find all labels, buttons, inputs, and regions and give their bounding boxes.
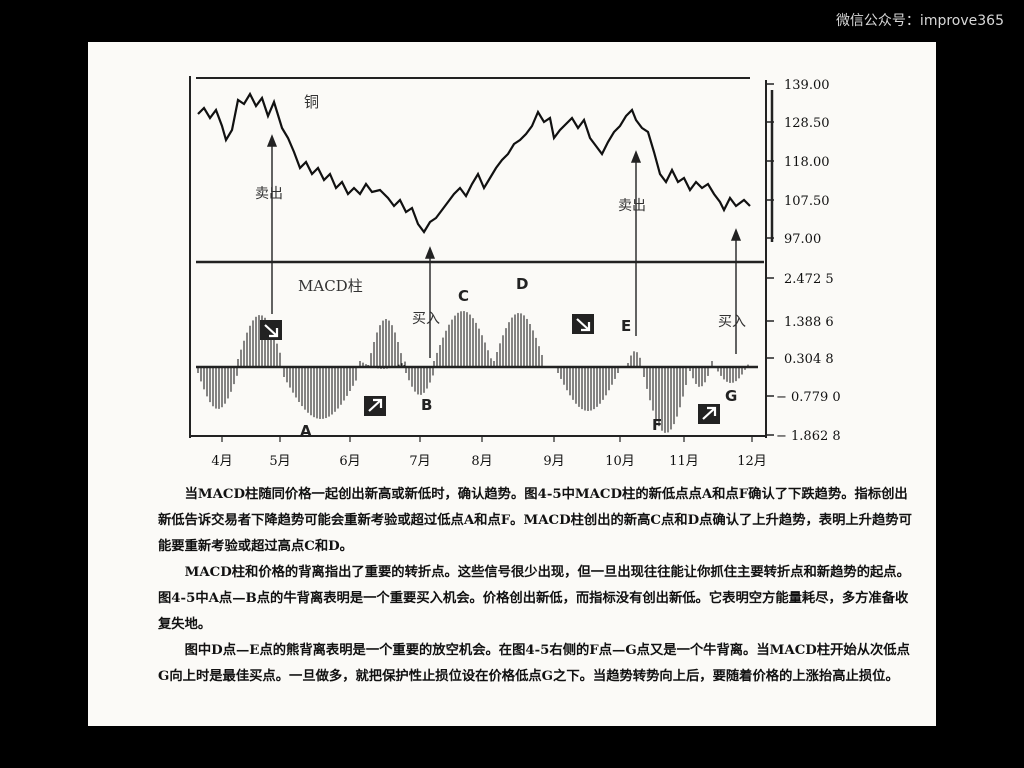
price-series-label: 铜 [304, 93, 319, 111]
month-jun: 6月 [339, 454, 360, 469]
caption-paragraph-3: 图中D点—E点的熊背离表明是一个重要的放空机会。在图4-5右侧的F点—G点又是一… [158, 643, 910, 684]
price-tick-139: 139.00 [784, 78, 830, 93]
price-tick-107: 107.50 [784, 194, 830, 209]
arrow-box-down-2 [572, 314, 594, 334]
caption-paragraph-1: 当MACD柱随同价格一起创出新高或新低时，确认趋势。图4-5中MACD柱的新低点… [158, 487, 912, 554]
watermark-text: 微信公众号：improve365 [835, 13, 1004, 29]
arrow-box-up-2 [698, 404, 720, 424]
price-tick-128: 128.50 [784, 116, 830, 131]
point-c: C [458, 287, 469, 305]
month-nov: 11月 [669, 454, 699, 469]
price-tick-97: 97.00 [784, 232, 821, 247]
month-jul: 7月 [409, 454, 430, 469]
month-dec: 12月 [737, 454, 767, 469]
macd-tick-4: − 0.779 0 [776, 390, 841, 405]
point-d: D [516, 275, 528, 293]
month-apr: 4月 [211, 454, 232, 469]
document-page: 139.00 128.50 118.00 107.50 97.00 2.472 … [88, 42, 936, 726]
point-a: A [300, 422, 312, 440]
macd-tick-1: 2.472 5 [784, 272, 834, 287]
price-tick-118: 118.00 [784, 155, 830, 170]
macd-tick-3: 0.304 8 [784, 352, 834, 367]
price-line [197, 91, 751, 234]
buy-label-2: 买入 [718, 314, 746, 330]
point-g: G [725, 387, 737, 405]
copper-macd-chart: 139.00 128.50 118.00 107.50 97.00 2.472 … [189, 76, 841, 469]
caption-paragraph-2: MACD柱和价格的背离指出了重要的转折点。这些信号很少出现，但一旦出现往往能让你… [158, 565, 910, 632]
month-aug: 8月 [471, 454, 492, 469]
caption-text: 当MACD柱随同价格一起创出新高或新低时，确认趋势。图4-5中MACD柱的新低点… [158, 482, 918, 690]
arrow-box-up-1 [364, 396, 386, 416]
macd-tick-2: 1.388 6 [784, 315, 834, 330]
buy-label-1: 买入 [412, 311, 440, 327]
month-may: 5月 [269, 454, 290, 469]
arrow-box-down-1 [260, 320, 282, 340]
sell-label-2: 卖出 [618, 198, 646, 214]
sell-label-1: 卖出 [255, 186, 283, 202]
month-sep: 9月 [543, 454, 564, 469]
macd-tick-5: − 1.862 8 [776, 429, 841, 444]
point-e: E [621, 317, 631, 335]
macd-histogram [197, 311, 749, 433]
month-oct: 10月 [605, 454, 635, 469]
macd-series-label: MACD柱 [298, 277, 363, 295]
point-f: F [652, 416, 662, 434]
point-b: B [421, 396, 432, 414]
